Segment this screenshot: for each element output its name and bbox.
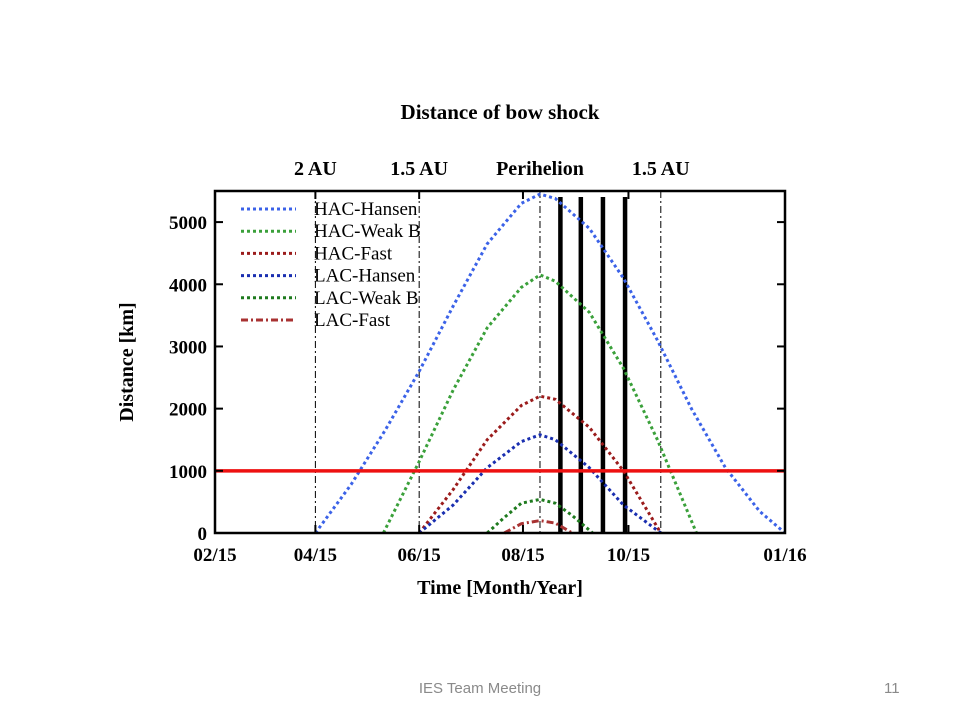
legend-label-lac-weak-b: LAC-Weak B	[314, 288, 419, 309]
series-line-hac-hansen	[314, 192, 786, 535]
y-axis-title: Distance [km]	[116, 302, 138, 421]
y-tick-label: 1000	[169, 462, 207, 483]
footer-text: IES Team Meeting	[418, 680, 542, 697]
chart-title: Distance of bow shock	[401, 100, 600, 124]
top-labels: 2 AU 1.5 AU Perihelion 1.5 AU	[294, 158, 690, 180]
top-label-1-5-au: 1.5 AU	[632, 158, 690, 180]
x-tick-label: 08/15	[501, 545, 544, 566]
x-tick-label: 06/15	[398, 545, 441, 566]
series-line-hac-weak-b	[382, 273, 698, 534]
vertical-marker-lines	[314, 191, 662, 533]
legend-label-hac-fast: HAC-Fast	[314, 243, 393, 264]
top-label-perihelion: Perihelion	[496, 158, 584, 180]
legend-label-lac-fast: LAC-Fast	[314, 310, 391, 331]
y-tick-label: 5000	[169, 213, 207, 234]
legend-label-lac-hansen: LAC-Hansen	[314, 266, 416, 287]
x-tick-label: 10/15	[607, 545, 650, 566]
top-label-2-au: 2 AU	[294, 158, 337, 180]
y-tick-label: 0	[198, 524, 208, 545]
x-tick-label: 04/15	[294, 545, 337, 566]
y-tick-label: 3000	[169, 337, 207, 358]
x-tick-label: 02/15	[193, 545, 236, 566]
y-tick-label: 2000	[169, 400, 207, 421]
legend-label-hac-weak-b: HAC-Weak B	[314, 221, 421, 242]
legend-label-hac-hansen: HAC-Hansen	[314, 199, 418, 220]
x-tick-label: 01/16	[763, 545, 806, 566]
axes: 0 1000 2000 3000 4000 5000 02/15 04/15 06/15 08/1…	[169, 191, 807, 566]
y-tick-label: 4000	[169, 275, 207, 296]
series-lines	[314, 192, 786, 535]
top-label-1-5-au: 1.5 AU	[390, 158, 448, 180]
series-line-lac-hansen	[418, 433, 662, 535]
x-axis-title: Time [Month/Year]	[417, 577, 583, 599]
plot-frame	[213, 189, 787, 535]
page-number: 11	[884, 680, 900, 697]
series-line-lac-fast	[503, 519, 574, 535]
